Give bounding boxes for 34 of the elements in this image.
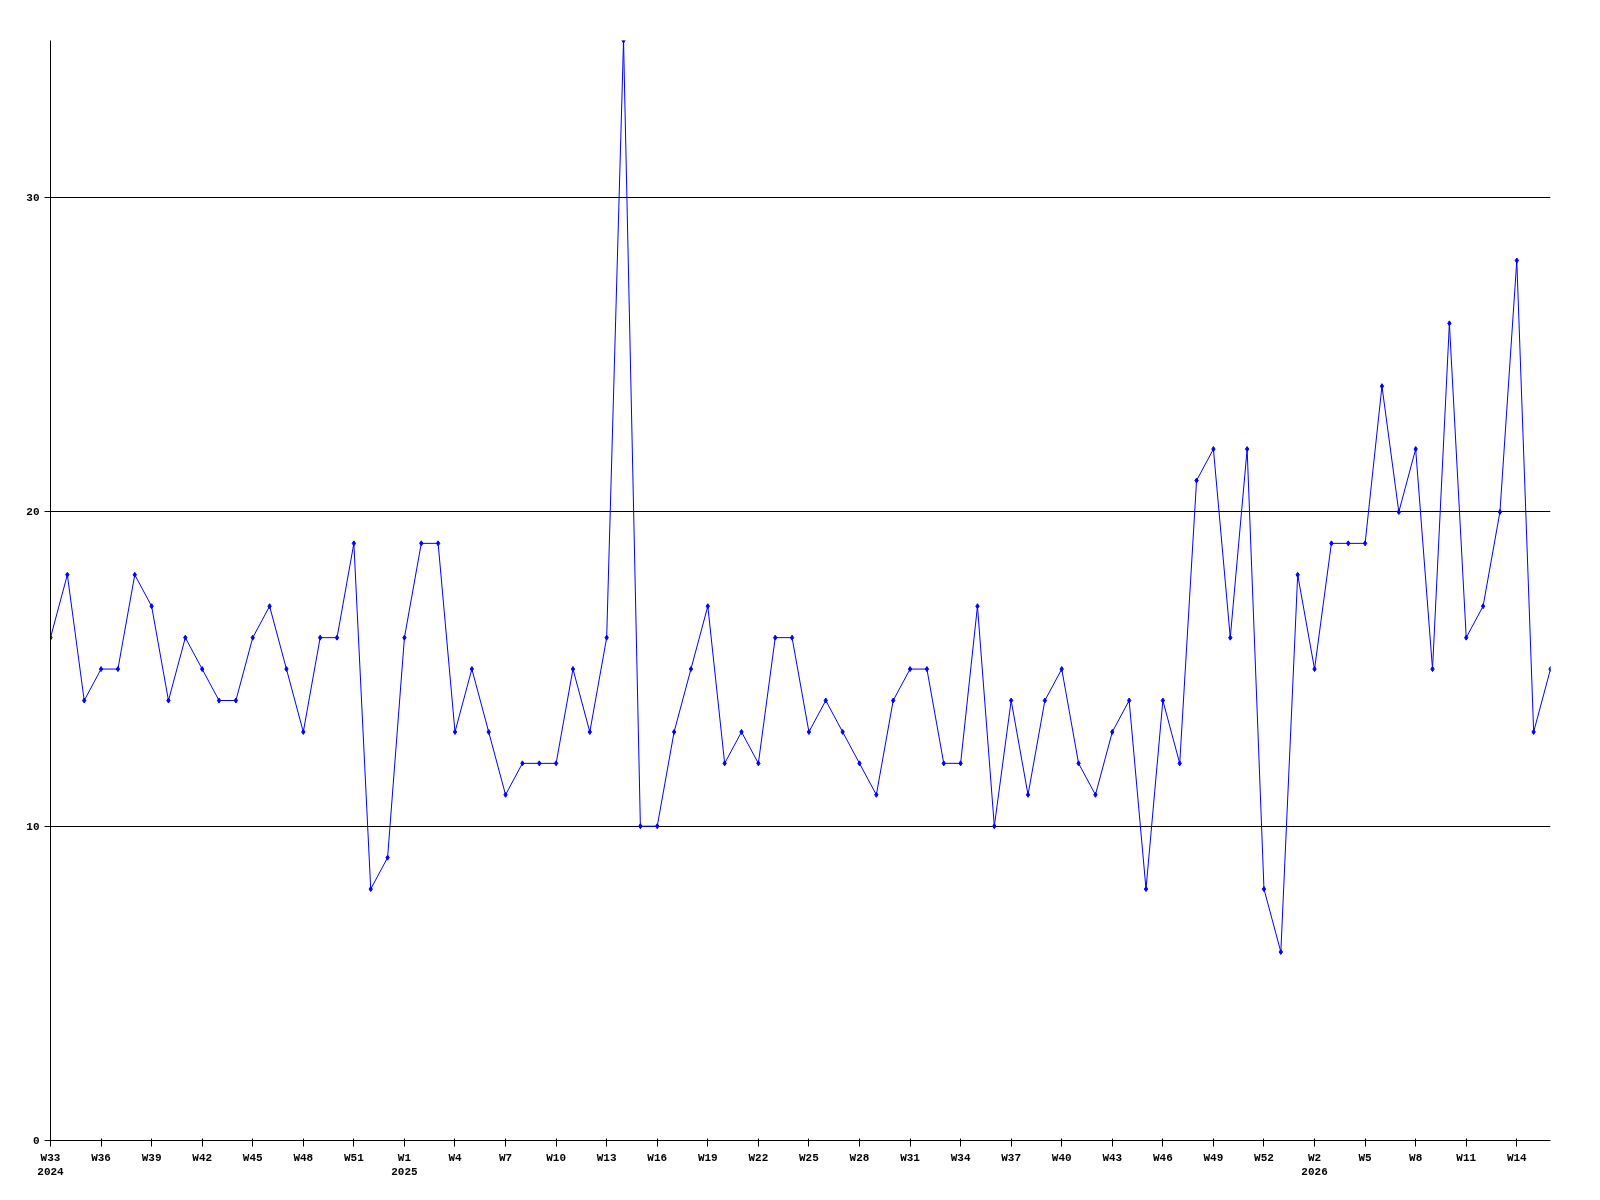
x-tick-label: W7 bbox=[498, 1151, 513, 1164]
y-tick-label: 10 bbox=[26, 820, 40, 833]
x-tick-label: W8 bbox=[1409, 1151, 1423, 1164]
x-tick-label: W34 bbox=[950, 1151, 971, 1164]
x-tick-label: W13 bbox=[596, 1151, 617, 1164]
x-tick-label: W16 bbox=[647, 1151, 668, 1164]
x-tick-label: W10 bbox=[546, 1151, 567, 1164]
x-tick-label: W52 bbox=[1254, 1151, 1274, 1164]
x-tick-label: W25 bbox=[799, 1151, 820, 1164]
x-tick-label: W46 bbox=[1152, 1151, 1173, 1164]
x-tick-label: W4 bbox=[448, 1151, 462, 1164]
x-tick-label: W5 bbox=[1358, 1151, 1373, 1164]
x-tick-label: W22 bbox=[748, 1151, 769, 1164]
x-tick-label: W48 bbox=[293, 1151, 314, 1164]
x-tick-label: W42 bbox=[192, 1151, 213, 1164]
x-tick-label: W37 bbox=[1001, 1151, 1022, 1164]
x-tick-label: W33 2024 bbox=[37, 1151, 65, 1178]
y-tick-label: 0 bbox=[32, 1135, 40, 1147]
x-tick-label: W28 bbox=[849, 1151, 870, 1164]
x-tick-label: W14 bbox=[1506, 1151, 1528, 1164]
x-tick-label: W36 bbox=[91, 1151, 111, 1164]
x-tick-label: W19 bbox=[697, 1151, 718, 1164]
x-tick-label: W45 bbox=[242, 1151, 264, 1164]
x-tick-label: W51 bbox=[343, 1151, 365, 1164]
x-tick-label: W43 bbox=[1102, 1151, 1123, 1164]
y-tick-label: 30 bbox=[26, 192, 40, 205]
x-tick-label: W31 bbox=[900, 1151, 921, 1164]
x-tick-label: W1 2025 bbox=[391, 1151, 419, 1178]
x-tick-label: W2 2026 bbox=[1301, 1151, 1328, 1178]
x-tick-label: W11 bbox=[1456, 1151, 1477, 1164]
x-tick-label: W39 bbox=[141, 1151, 162, 1164]
y-tick-label: 20 bbox=[26, 506, 40, 519]
x-tick-label: W49 bbox=[1203, 1151, 1224, 1164]
x-tick-label: W40 bbox=[1051, 1151, 1072, 1164]
